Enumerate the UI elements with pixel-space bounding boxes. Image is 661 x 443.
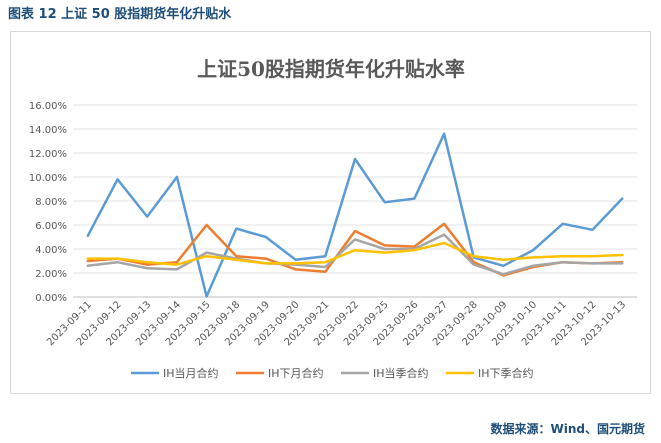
- legend-label: IH当季合约: [373, 366, 429, 380]
- y-tick-label: 10.00%: [29, 173, 67, 184]
- y-tick-label: 6.00%: [35, 221, 67, 232]
- y-tick-label: 4.00%: [35, 245, 67, 256]
- series-line-4: [86, 241, 624, 266]
- gridlines: [73, 104, 637, 298]
- line-chart: 上证50股指期货年化升贴水率 0.00% 2.00% 4.00% 6.00% 8.00%…: [29, 57, 637, 380]
- y-tick-label: 12.00%: [29, 149, 67, 160]
- legend-label: IH下月合约: [268, 366, 324, 380]
- y-tick-label: 16.00%: [29, 101, 67, 112]
- series-lines: [86, 132, 624, 298]
- legend: IH当月合约 IH下月合约 IH当季合约 IH下季合约: [131, 366, 534, 380]
- y-axis: 0.00% 2.00% 4.00% 6.00% 8.00% 10.00% 12.00% 14.…: [29, 101, 67, 304]
- y-tick-label: 14.00%: [29, 125, 67, 136]
- series-line-3: [86, 233, 624, 276]
- x-axis: 2023-09-112023-09-122023-09-132023-09-14…: [45, 299, 628, 348]
- chart-frame: 上证50股指期货年化升贴水率 0.00% 2.00% 4.00% 6.00% 8.00%…: [10, 31, 651, 394]
- chart-title: 上证50股指期货年化升贴水率: [197, 57, 465, 81]
- y-tick-label: 2.00%: [35, 269, 67, 280]
- legend-label: IH下季合约: [478, 366, 534, 380]
- figure-caption: 图表 12 上证 50 股指期货年化升贴水: [8, 7, 232, 22]
- y-tick-label: 8.00%: [35, 197, 67, 208]
- y-tick-label: 0.00%: [35, 293, 67, 304]
- legend-label: IH当月合约: [163, 366, 219, 380]
- source-note: 数据来源：Wind、国元期货: [490, 422, 645, 436]
- series-line-1: [86, 132, 624, 298]
